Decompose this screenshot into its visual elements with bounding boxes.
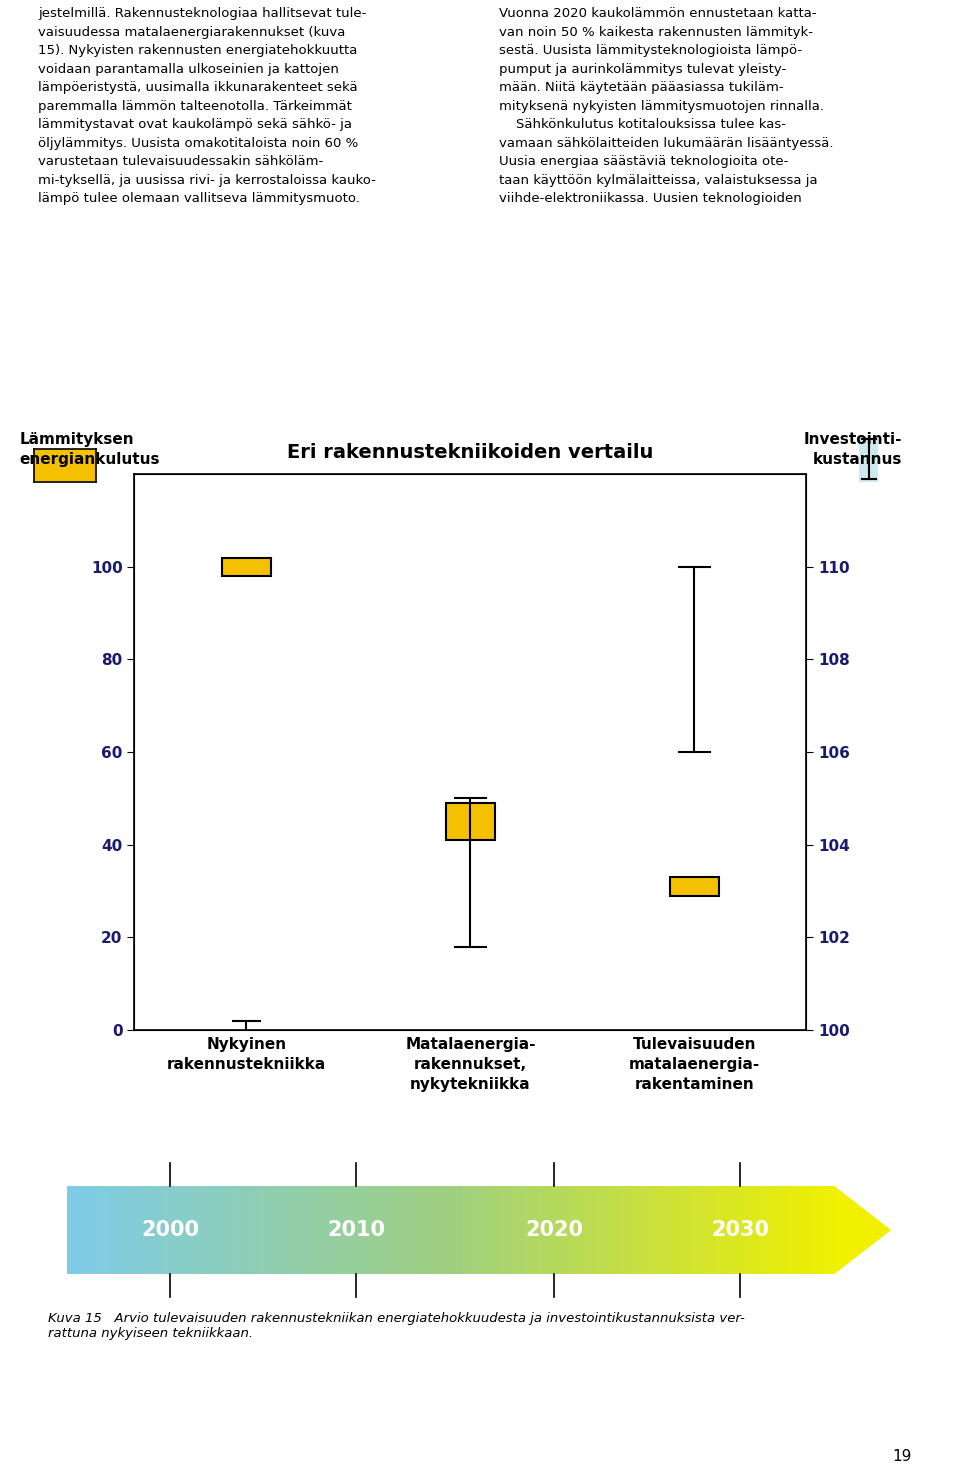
Text: Matalaenergia-
rakennukset,
nykytekniikka: Matalaenergia- rakennukset, nykytekniikk…: [405, 1037, 536, 1092]
Text: Investointi-
kustannus: Investointi- kustannus: [804, 433, 902, 467]
Bar: [222, 557, 271, 576]
Bar: [445, 803, 495, 840]
Title: Eri rakennustekniikoiden vertailu: Eri rakennustekniikoiden vertailu: [287, 443, 654, 461]
Text: Lämmityksen
energiankulutus: Lämmityksen energiankulutus: [19, 433, 159, 467]
Text: 2010: 2010: [327, 1220, 385, 1240]
Text: Tulevaisuuden
matalaenergia-
rakentaminen: Tulevaisuuden matalaenergia- rakentamine…: [629, 1037, 760, 1092]
Text: 2000: 2000: [141, 1220, 200, 1240]
Text: Kuva 15   Arvio tulevaisuuden rakennustekniikan energiatehokkuudesta ja investoi: Kuva 15 Arvio tulevaisuuden rakennustekn…: [48, 1312, 745, 1340]
Text: Nykyinen
rakennustekniikka: Nykyinen rakennustekniikka: [167, 1037, 326, 1071]
Text: jestelmillä. Rakennusteknologiaa hallitsevat tule-
vaisuudessa matalaenergiarake: jestelmillä. Rakennusteknologiaa hallits…: [38, 7, 376, 206]
Polygon shape: [835, 1187, 891, 1273]
Text: 2030: 2030: [711, 1220, 769, 1240]
Bar: [670, 877, 719, 895]
Text: 19: 19: [893, 1449, 912, 1464]
Text: 2020: 2020: [525, 1220, 584, 1240]
Text: Vuonna 2020 kaukolämmön ennustetaan katta-
van noin 50 % kaikesta rakennusten lä: Vuonna 2020 kaukolämmön ennustetaan katt…: [499, 7, 833, 206]
